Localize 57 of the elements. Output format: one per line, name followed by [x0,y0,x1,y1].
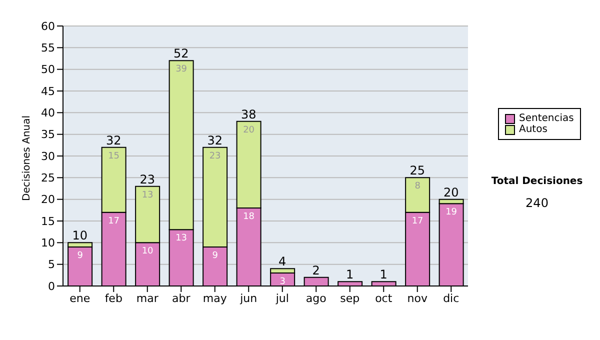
total-label: 52 [173,46,189,61]
data-label: 23 [209,151,221,162]
data-label: 15 [108,151,120,162]
total-label: 25 [410,164,426,178]
x-tick-label: sep [340,292,360,305]
total-label: 32 [106,133,122,148]
text: Total Decisiones [490,176,584,187]
y-tick-label: 0 [48,280,55,293]
y-tick-label: 60 [41,20,55,33]
y-tick-label: 50 [41,63,55,76]
y-tick-label: 35 [41,128,55,142]
total-label: 4 [278,254,286,269]
x-tick-label: may [202,292,228,305]
y-tick-label: 40 [41,106,55,120]
text: 240 [524,196,550,210]
data-label: 13 [142,190,154,200]
y-tick-label: 15 [41,214,55,228]
data-label: 13 [176,234,188,244]
data-label: 9 [212,251,218,261]
x-tick-label: feb [104,292,122,305]
x-tick-label: ago [306,292,327,305]
y-tick-label: 45 [41,84,55,98]
y-tick-label: 30 [41,150,55,163]
y-tick-label: 55 [41,42,55,55]
total-label: 38 [240,107,256,122]
data-label: 17 [108,216,120,226]
total-label: 2 [312,263,320,278]
data-label: 19 [446,208,458,218]
y-tick-label: 20 [41,193,55,206]
legend-label: Autos [519,124,548,135]
x-tick-label: ene [70,292,90,305]
total-label: 20 [443,185,459,200]
y-tick-label: 25 [41,172,55,185]
data-label: 8 [414,182,421,192]
x-tick-label: dic [443,292,460,305]
y-tick-label: 5 [48,258,55,272]
total-label: 1 [380,268,388,282]
legend-label: Sentencias [519,113,574,124]
x-tick-label: oct [375,292,393,305]
total-label: 1 [346,268,354,282]
data-label: 18 [243,212,255,222]
total-label: 32 [207,133,223,148]
total-label: 10 [72,228,88,243]
data-label: 3 [280,277,286,287]
x-tick-label: nov [407,292,428,305]
x-tick-label: jun [239,292,258,305]
y-axis-title: Decisiones Anual [22,115,33,201]
data-label: 17 [412,216,424,226]
x-tick-label: jul [274,292,289,305]
x-tick-label: mar [136,292,159,305]
data-label: 20 [243,125,255,136]
data-label: 9 [77,251,84,261]
y-tick-label: 10 [41,236,55,250]
data-label: 39 [176,64,188,75]
total-label: 23 [140,172,156,186]
data-label: 10 [142,246,154,257]
x-tick-label: abr [172,292,191,305]
